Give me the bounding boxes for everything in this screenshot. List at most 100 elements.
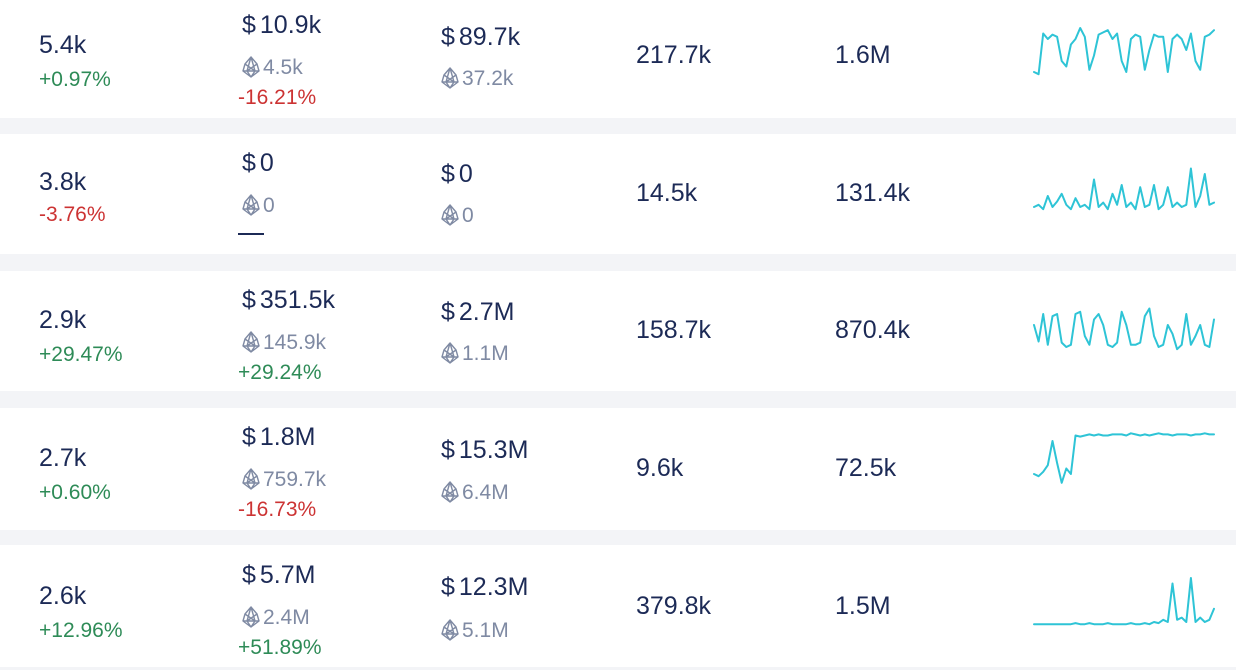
table-row[interactable]: 5.4k +0.97% $10.9k 4.5k -16.21% $89.7k 3… — [0, 0, 1236, 118]
volume-usd-value: 1.8M — [259, 423, 316, 451]
volume-eos: 2.4M — [242, 605, 310, 631]
total-eos: 6.4M — [441, 480, 509, 506]
total-eos: 0 — [441, 203, 474, 229]
total-usd: $0 — [441, 159, 473, 189]
volume-change: +29.24% — [238, 361, 322, 384]
dollar-icon: $ — [242, 423, 256, 451]
total-eos: 5.1M — [441, 618, 509, 644]
count-change: +29.47% — [39, 343, 123, 366]
count-value: 3.8k — [39, 168, 87, 196]
eos-icon — [242, 56, 260, 78]
total-usd: $15.3M — [441, 435, 528, 465]
volume-eos-value: 4.5k — [263, 56, 303, 79]
eos-icon — [242, 194, 260, 216]
eos-icon — [242, 468, 260, 490]
total-usd: $12.3M — [441, 572, 528, 602]
total-usd-value: 2.7M — [458, 298, 515, 326]
sparkline-line — [1033, 167, 1215, 211]
table-row[interactable]: 2.9k +29.47% $351.5k 145.9k +29.24% $2.7… — [0, 271, 1236, 391]
volume-usd: $5.7M — [242, 560, 316, 590]
dollar-icon: $ — [242, 286, 256, 314]
sparkline-line — [1033, 577, 1215, 626]
total-usd-value: 0 — [458, 160, 473, 188]
count-change: +0.97% — [39, 68, 111, 91]
volume-usd-value: 351.5k — [259, 286, 335, 314]
volume-eos: 759.7k — [242, 467, 326, 493]
metric-a-value: 9.6k — [636, 454, 684, 482]
dollar-icon: $ — [242, 149, 256, 177]
metric-b-value: 72.5k — [835, 454, 897, 482]
trend-sparkline — [1033, 27, 1215, 76]
eos-icon — [441, 619, 459, 641]
count-value: 5.4k — [39, 31, 87, 59]
dollar-icon: $ — [242, 11, 256, 39]
trend-sparkline — [1033, 432, 1215, 484]
sparkline-line — [1033, 432, 1215, 484]
eos-icon — [441, 67, 459, 89]
eos-icon — [441, 342, 459, 364]
volume-usd: $1.8M — [242, 422, 316, 452]
total-eos-value: 1.1M — [462, 342, 509, 365]
total-eos-value: 0 — [462, 204, 474, 227]
eos-icon — [441, 481, 459, 503]
volume-eos-value: 0 — [263, 194, 275, 217]
count-change: +12.96% — [39, 619, 123, 642]
metric-b-value: 131.4k — [835, 179, 911, 207]
volume-change: -16.73% — [238, 498, 317, 521]
dollar-icon: $ — [441, 436, 455, 464]
total-eos: 37.2k — [441, 66, 513, 92]
total-usd: $89.7k — [441, 22, 520, 52]
table-row[interactable]: 3.8k -3.76% $0 0 $0 0 14.5k 131.4k — [0, 134, 1236, 254]
no-change-dash — [238, 233, 264, 235]
count-value: 2.6k — [39, 582, 87, 610]
total-eos: 1.1M — [441, 341, 509, 367]
total-usd-value: 15.3M — [458, 436, 529, 464]
eos-icon — [242, 606, 260, 628]
total-eos-value: 6.4M — [462, 481, 509, 504]
volume-change: -16.21% — [238, 86, 317, 109]
metric-b-value: 1.6M — [835, 41, 891, 69]
count-value: 2.7k — [39, 444, 87, 472]
metric-a-value: 158.7k — [636, 316, 712, 344]
volume-eos-value: 145.9k — [263, 331, 327, 354]
sparkline-line — [1033, 307, 1215, 351]
volume-usd-value: 10.9k — [259, 11, 322, 39]
metric-b-value: 1.5M — [835, 592, 891, 620]
volume-change: +51.89% — [238, 636, 322, 659]
metric-a-value: 379.8k — [636, 592, 712, 620]
dollar-icon: $ — [441, 160, 455, 188]
count-value: 2.9k — [39, 306, 87, 334]
dollar-icon: $ — [441, 23, 455, 51]
table-row[interactable]: 2.6k +12.96% $5.7M 2.4M +51.89% $12.3M 5… — [0, 545, 1236, 667]
eos-icon — [242, 331, 260, 353]
volume-usd: $10.9k — [242, 10, 321, 40]
volume-usd: $351.5k — [242, 285, 335, 315]
metric-a-value: 217.7k — [636, 41, 712, 69]
trend-sparkline — [1033, 577, 1215, 626]
metric-a-value: 14.5k — [636, 179, 698, 207]
dollar-icon: $ — [441, 573, 455, 601]
volume-eos: 0 — [242, 193, 275, 219]
volume-eos: 4.5k — [242, 55, 303, 81]
trend-sparkline — [1033, 307, 1215, 351]
count-change: -3.76% — [39, 203, 106, 226]
volume-usd: $0 — [242, 148, 274, 178]
trend-sparkline — [1033, 167, 1215, 211]
volume-eos-value: 2.4M — [263, 606, 310, 629]
total-eos-value: 37.2k — [462, 67, 514, 90]
total-usd-value: 12.3M — [458, 573, 529, 601]
dollar-icon: $ — [441, 298, 455, 326]
metric-b-value: 870.4k — [835, 316, 911, 344]
total-eos-value: 5.1M — [462, 619, 509, 642]
eos-icon — [441, 204, 459, 226]
dollar-icon: $ — [242, 561, 256, 589]
total-usd-value: 89.7k — [458, 23, 521, 51]
table-row[interactable]: 2.7k +0.60% $1.8M 759.7k -16.73% $15.3M … — [0, 408, 1236, 530]
volume-usd-value: 0 — [259, 149, 274, 177]
count-change: +0.60% — [39, 481, 111, 504]
sparkline-line — [1033, 27, 1215, 76]
volume-usd-value: 5.7M — [259, 561, 316, 589]
volume-eos-value: 759.7k — [263, 468, 327, 491]
total-usd: $2.7M — [441, 297, 515, 327]
